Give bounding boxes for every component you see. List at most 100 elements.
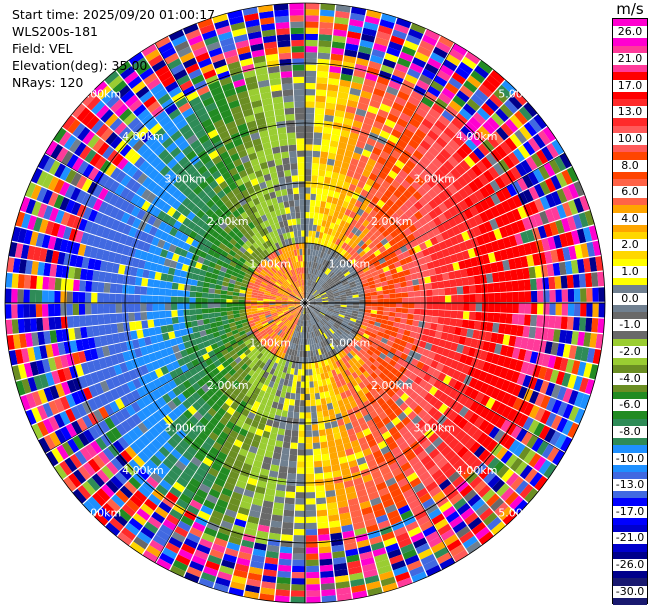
velocity-gate xyxy=(441,365,450,375)
velocity-gate xyxy=(236,339,245,346)
velocity-gate xyxy=(203,566,218,577)
velocity-gate xyxy=(496,261,505,272)
velocity-gate xyxy=(67,266,76,279)
velocity-gate xyxy=(288,298,295,301)
velocity-gate xyxy=(177,393,187,403)
velocity-gate xyxy=(353,275,360,281)
velocity-gate xyxy=(311,289,316,295)
velocity-gate xyxy=(50,143,64,160)
velocity-gate xyxy=(344,361,352,369)
velocity-gate xyxy=(418,196,428,207)
velocity-gate xyxy=(297,449,305,456)
velocity-gate xyxy=(400,352,409,361)
velocity-gate xyxy=(320,293,327,297)
velocity-gate xyxy=(406,472,419,483)
velocity-gate xyxy=(253,258,261,266)
velocity-gate xyxy=(246,578,261,588)
velocity-gate xyxy=(319,264,324,272)
velocity-gate xyxy=(196,219,206,228)
velocity-gate xyxy=(433,243,442,253)
velocity-gate xyxy=(155,484,169,496)
velocity-gate xyxy=(389,347,398,355)
velocity-gate xyxy=(343,318,350,323)
velocity-gate xyxy=(336,283,344,289)
velocity-gate xyxy=(425,177,437,189)
velocity-gate xyxy=(429,486,442,498)
velocity-gate xyxy=(376,286,383,292)
velocity-gate xyxy=(158,295,165,303)
velocity-gate xyxy=(355,431,365,440)
velocity-gate xyxy=(291,323,296,331)
velocity-gate xyxy=(306,596,321,603)
velocity-gate xyxy=(103,190,114,204)
velocity-gate xyxy=(525,156,538,171)
velocity-gate xyxy=(314,336,318,344)
velocity-gate xyxy=(443,317,451,326)
velocity-gate xyxy=(334,299,341,302)
velocity-gate xyxy=(343,283,350,288)
velocity-gate xyxy=(215,576,231,587)
velocity-gate xyxy=(253,318,261,323)
velocity-gate xyxy=(506,408,518,422)
velocity-gate xyxy=(142,269,150,279)
velocity-gate xyxy=(410,531,425,543)
velocity-gate xyxy=(383,307,390,312)
velocity-gate xyxy=(263,324,270,330)
velocity-gate xyxy=(571,331,579,345)
velocity-gate xyxy=(407,313,414,320)
velocity-gate xyxy=(264,343,271,350)
velocity-gate xyxy=(432,303,440,310)
velocity-gate xyxy=(305,498,316,505)
velocity-gate xyxy=(375,406,384,416)
velocity-gate xyxy=(220,250,229,258)
velocity-gate xyxy=(151,360,161,371)
velocity-gate xyxy=(407,410,418,421)
velocity-gate xyxy=(443,127,456,139)
velocity-gate xyxy=(354,527,367,537)
velocity-gate xyxy=(308,267,311,274)
velocity-gate xyxy=(269,299,276,302)
velocity-gate xyxy=(298,436,305,444)
velocity-gate xyxy=(348,332,356,339)
velocity-gate xyxy=(328,299,335,302)
velocity-gate xyxy=(133,490,148,503)
velocity-gate xyxy=(532,168,545,183)
velocity-gate xyxy=(213,347,221,355)
velocity-gate xyxy=(190,320,198,328)
velocity-gate xyxy=(561,420,574,436)
velocity-gate xyxy=(189,477,202,489)
velocity-gate xyxy=(350,286,358,291)
velocity-gate xyxy=(244,306,252,310)
velocity-gate xyxy=(281,325,287,331)
velocity-gate xyxy=(508,358,518,371)
velocity-gate xyxy=(538,165,550,180)
velocity-gate xyxy=(326,195,333,204)
velocity-gate xyxy=(402,250,411,259)
velocity-gate xyxy=(208,515,222,526)
velocity-gate xyxy=(454,270,462,279)
velocity-gate xyxy=(362,219,370,228)
velocity-gate xyxy=(318,213,324,220)
velocity-gate xyxy=(258,273,265,279)
velocity-gate xyxy=(189,297,196,303)
velocity-gate xyxy=(404,144,416,155)
velocity-gate xyxy=(316,244,321,251)
velocity-gate xyxy=(435,495,449,508)
velocity-gate xyxy=(345,253,352,261)
velocity-gate xyxy=(306,578,320,585)
velocity-gate xyxy=(91,492,106,507)
velocity-gate xyxy=(424,63,439,75)
velocity-gate xyxy=(517,400,529,414)
velocity-gate xyxy=(329,319,335,324)
velocity-gate xyxy=(451,117,464,130)
velocity-gate xyxy=(166,206,177,217)
velocity-gate xyxy=(331,334,338,341)
velocity-gate xyxy=(251,371,259,380)
velocity-gate xyxy=(171,531,186,543)
velocity-gate xyxy=(401,236,411,245)
velocity-gate xyxy=(335,103,347,112)
velocity-gate xyxy=(305,181,311,188)
velocity-gate xyxy=(209,446,220,457)
velocity-gate xyxy=(146,287,154,296)
velocity-gate xyxy=(428,536,443,548)
